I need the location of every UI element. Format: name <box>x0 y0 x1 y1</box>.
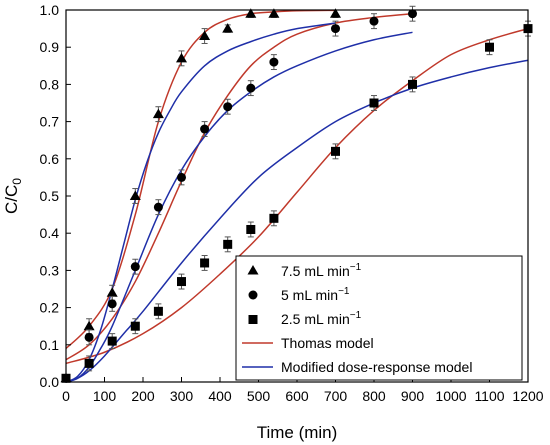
data-point-circle <box>223 102 233 112</box>
data-point-square <box>177 277 186 287</box>
fit-curve <box>65 31 413 383</box>
data-point-square <box>153 306 163 316</box>
x-tick-label: 400 <box>208 388 232 404</box>
data-point-square <box>485 42 494 52</box>
legend-label-7-5: 7.5 mL min−1 <box>281 262 362 279</box>
legend-marker-square <box>248 315 258 324</box>
x-tick-label: 0 <box>62 388 70 404</box>
x-tick-label: 200 <box>131 388 155 404</box>
data-point-square <box>107 336 117 346</box>
legend-label-2-5-sup: −1 <box>350 310 362 321</box>
axis-ticks-layer: 0 100 200 300 400 500 600 700 800 900 1000 1100 1200… <box>40 2 544 404</box>
x-tick-label: 700 <box>324 388 348 404</box>
data-point-circle <box>246 83 256 93</box>
data-point-square <box>408 79 417 89</box>
y-axis-label-main: C/C <box>2 185 21 214</box>
legend-label-dose-response: Modified dose-response model <box>281 359 472 375</box>
x-axis-label: Time (min) <box>257 423 338 442</box>
data-point-square <box>331 146 340 156</box>
data-point-triangle <box>129 190 141 200</box>
x-tick-label: 100 <box>93 388 117 404</box>
x-tick-label: 300 <box>170 388 194 404</box>
data-point-square <box>269 213 279 223</box>
data-point-square <box>84 358 94 368</box>
y-tick-label: 0.3 <box>40 262 60 278</box>
legend: 7.5 mL min−1 5 mL min−1 2.5 mL min−1 Tho… <box>235 255 523 381</box>
y-tick-label: 0.8 <box>40 76 60 92</box>
data-point-circle <box>84 332 94 342</box>
data-point-square <box>246 224 256 234</box>
fit-curve <box>65 59 529 383</box>
y-tick-label: 0.0 <box>40 374 60 390</box>
data-point-triangle <box>268 8 280 18</box>
x-tick-label: 500 <box>247 388 271 404</box>
x-tick-label: 1200 <box>512 388 543 404</box>
legend-label-2-5-text: 2.5 mL min <box>281 311 350 327</box>
x-tick-label: 1000 <box>435 388 466 404</box>
data-point-triangle <box>222 23 234 33</box>
x-tick-label: 1100 <box>474 388 504 404</box>
data-point-triangle <box>83 320 95 331</box>
y-tick-label: 0.9 <box>40 39 60 55</box>
y-axis-label: C/C0 <box>2 178 24 214</box>
y-tick-label: 0.1 <box>40 337 60 353</box>
data-point-circle <box>331 24 340 34</box>
y-tick-label: 0.7 <box>40 114 60 130</box>
fit-curve <box>65 22 336 383</box>
legend-label-5-text: 5 mL min <box>281 287 338 303</box>
legend-label-7-5-sup: −1 <box>350 262 362 273</box>
y-tick-label: 0.4 <box>40 225 60 241</box>
legend-marker-triangle <box>247 265 259 275</box>
data-point-triangle <box>330 8 341 18</box>
data-point-circle <box>130 262 140 272</box>
data-point-circle <box>107 299 117 309</box>
x-tick-label: 600 <box>285 388 309 404</box>
data-point-triangle <box>176 52 187 63</box>
data-point-circle <box>200 124 210 134</box>
data-point-circle <box>177 172 186 182</box>
data-point-triangle <box>106 287 118 297</box>
data-point-triangle <box>199 30 211 41</box>
y-tick-label: 0.6 <box>40 151 60 167</box>
legend-label-thomas: Thomas model <box>281 335 374 351</box>
data-point-square <box>369 98 379 108</box>
data-point-circle <box>269 57 279 67</box>
data-point-square <box>223 239 233 249</box>
data-point-triangle <box>152 108 164 119</box>
data-point-circle <box>369 16 379 26</box>
legend-box <box>235 255 523 381</box>
y-tick-label: 0.5 <box>40 188 60 204</box>
y-tick-label: 1.0 <box>40 2 60 18</box>
y-axis-label-subscript: 0 <box>10 178 24 185</box>
legend-label-7-5-text: 7.5 mL min <box>281 263 350 279</box>
data-point-square <box>200 258 210 268</box>
fit-curve <box>65 27 529 365</box>
data-point-circle <box>408 9 417 19</box>
data-point-triangle <box>245 8 257 18</box>
legend-label-2-5: 2.5 mL min−1 <box>281 310 362 327</box>
data-point-square <box>130 321 140 331</box>
legend-marker-circle <box>248 290 258 300</box>
data-point-circle <box>153 202 163 212</box>
x-tick-label: 900 <box>401 388 425 404</box>
legend-label-5-sup: −1 <box>338 286 350 297</box>
y-tick-label: 0.2 <box>40 300 60 316</box>
legend-label-5: 5 mL min−1 <box>281 286 350 303</box>
x-tick-label: 800 <box>362 388 386 404</box>
